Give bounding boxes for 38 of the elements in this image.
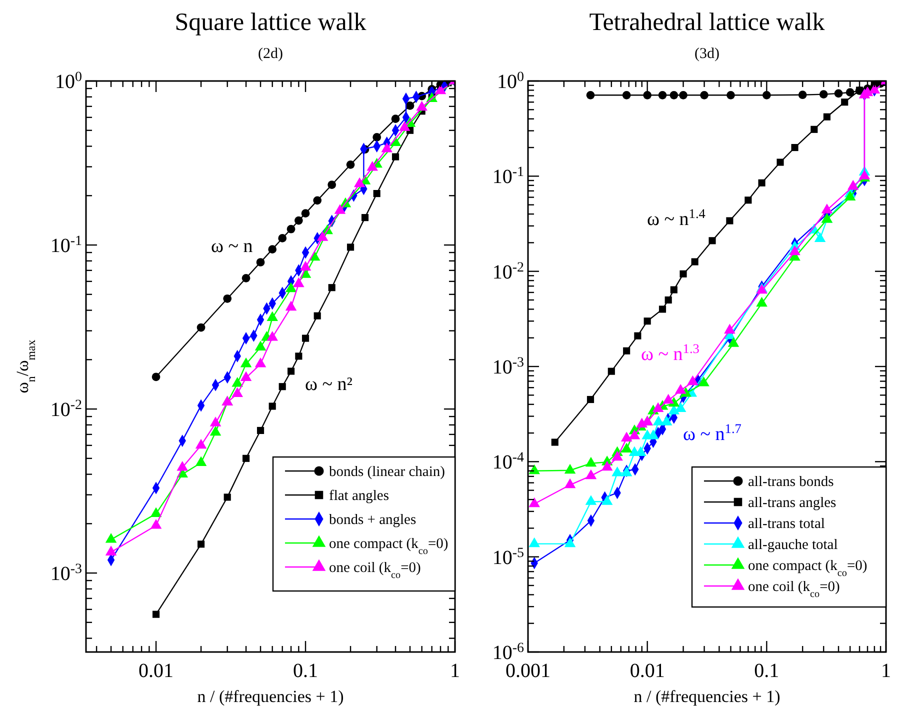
y-tick-label: 10$^{0}$: [497, 70, 524, 93]
legend-label: one compact (k$_{co}$=0): [748, 558, 868, 578]
chart-title: Tetrahedral lattice walk: [589, 9, 826, 36]
legend-label: all-trans angles: [748, 495, 837, 511]
legend-label: all-trans bonds: [748, 474, 834, 490]
chart-subtitle: (2d): [258, 46, 283, 62]
legend-label: bonds (linear chain): [329, 464, 446, 480]
legend-label: all-trans total: [748, 516, 825, 532]
x-tick-label: 0.1: [754, 660, 780, 682]
annotation: ω ~ n$^{1.3}$: [641, 340, 700, 365]
y-tick-label: 10$^{-2}$: [492, 260, 524, 284]
y-tick-label: 10$^{-3}$: [492, 355, 524, 378]
annotation: ω ~ n$^{1.4}$: [647, 206, 706, 230]
y-tick-label: 10$^{0}$: [55, 70, 82, 93]
annotation: ω ~ n$^{1.7}$: [683, 420, 742, 445]
x-tick-label: 1: [450, 660, 460, 682]
annotation: ω ~ n: [211, 236, 254, 257]
x-tick-label: 1: [881, 660, 891, 682]
y-tick-label: 10$^{-1}$: [50, 234, 82, 258]
x-tick-label: 0.01: [138, 660, 174, 682]
annotation: ω ~ n²: [305, 374, 353, 395]
legend-label: all-gauche total: [748, 537, 838, 553]
x-axis-title: n / (#frequencies + 1): [634, 687, 780, 706]
legend-label: one coil (k$_{co}$=0): [748, 579, 840, 600]
y-tick-label: 10$^{-3}$: [50, 562, 82, 586]
legend-label: bonds + angles: [329, 512, 416, 528]
legend-label: flat angles: [329, 488, 390, 504]
legend-label: one coil (k$_{co}$=0): [329, 560, 422, 580]
y-tick-label: 10$^{-4}$: [492, 450, 524, 474]
x-tick-label: 0.1: [293, 660, 318, 682]
chart-title: Square lattice walk: [174, 9, 367, 36]
legend-label: one compact (k$_{co}$=0): [329, 536, 448, 556]
chart-subtitle: (3d): [694, 46, 720, 62]
x-axis-title: n / (#frequencies + 1): [197, 687, 344, 706]
y-tick-label: 10$^{-5}$: [492, 545, 524, 569]
y-tick-label: 10$^{-2}$: [50, 398, 82, 422]
x-tick-label: 0.01: [630, 660, 665, 682]
y-tick-label: 10$^{-1}$: [492, 164, 524, 188]
